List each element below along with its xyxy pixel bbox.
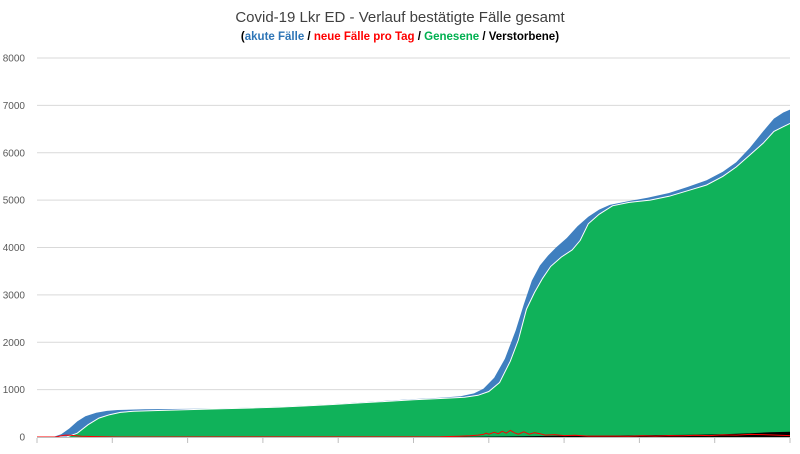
y-axis-labels: 0 1000 2000 3000 4000 5000 6000 7000 8000 xyxy=(3,54,26,444)
y-tick-label-7000: 7000 xyxy=(3,101,26,112)
subtitle-part-plain: / xyxy=(414,31,425,43)
subtitle-part-plain: ( xyxy=(240,31,245,43)
chart-title: Covid-19 Lkr ED - Verlauf bestätigte Fäl… xyxy=(235,9,565,26)
subtitle-part-deaths: Verstorbene xyxy=(488,31,556,43)
chart-areas xyxy=(37,109,791,438)
subtitle-part-acute: akute Fälle xyxy=(244,31,305,43)
x-axis xyxy=(36,437,791,443)
series-new-cases-line xyxy=(37,429,791,438)
y-tick-label-4000: 4000 xyxy=(3,243,26,254)
series-recovered-edge xyxy=(37,122,791,438)
chart-subtitle: (akute Fälle / neue Fälle pro Tag / Gene… xyxy=(0,31,800,43)
y-tick-label-5000: 5000 xyxy=(3,196,26,207)
y-tick-label-6000: 6000 xyxy=(3,148,26,159)
subtitle-part-new: neue Fälle pro Tag xyxy=(313,31,415,43)
y-tick-label-2000: 2000 xyxy=(3,338,26,349)
subtitle-part-plain: / xyxy=(304,31,314,43)
y-tick-label-8000: 8000 xyxy=(3,54,26,65)
y-tick-label-3000: 3000 xyxy=(3,290,26,301)
subtitle-part-plain: ) xyxy=(555,31,560,43)
subtitle-part-plain: / xyxy=(479,31,489,43)
series-recovered-area xyxy=(37,123,790,438)
y-tick-label-0: 0 xyxy=(19,433,25,444)
subtitle-part-recovered: Genesene xyxy=(424,31,480,43)
y-tick-label-1000: 1000 xyxy=(3,385,26,396)
